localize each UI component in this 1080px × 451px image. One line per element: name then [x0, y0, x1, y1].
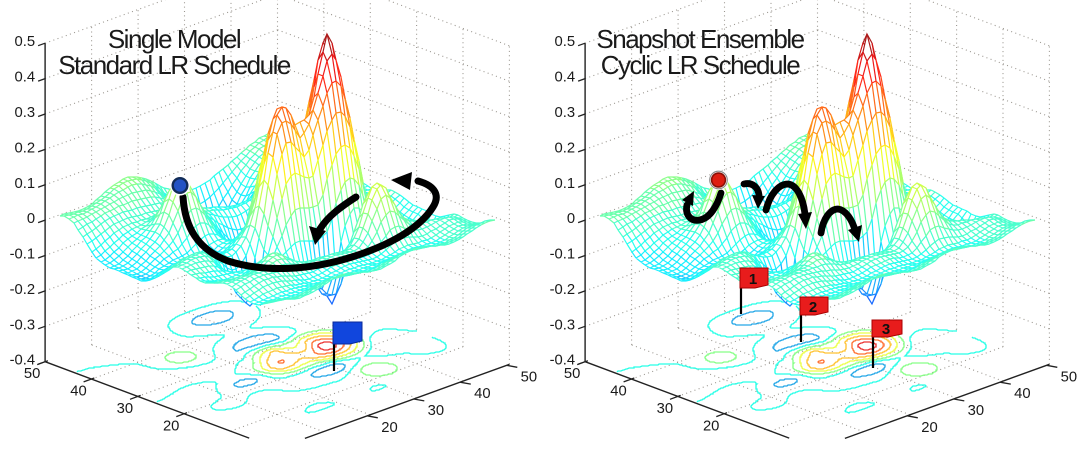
svg-text:Cyclic LR Schedule: Cyclic LR Schedule: [601, 50, 800, 80]
svg-text:50: 50: [564, 366, 580, 382]
svg-text:-0.3: -0.3: [10, 317, 36, 333]
svg-text:-0.4: -0.4: [550, 353, 576, 369]
svg-text:0.5: 0.5: [15, 34, 36, 50]
svg-text:-0.1: -0.1: [10, 247, 36, 263]
svg-text:30: 30: [117, 401, 133, 417]
svg-text:0.3: 0.3: [15, 105, 36, 121]
svg-text:0: 0: [27, 211, 35, 227]
svg-text:40: 40: [474, 386, 490, 402]
svg-text:2: 2: [809, 299, 817, 316]
svg-text:0.4: 0.4: [555, 70, 576, 86]
svg-text:-0.3: -0.3: [550, 317, 576, 333]
svg-text:3: 3: [882, 321, 890, 338]
svg-text:0.3: 0.3: [555, 105, 576, 121]
svg-text:-0.1: -0.1: [550, 247, 576, 263]
svg-text:0.1: 0.1: [15, 176, 36, 192]
svg-text:50: 50: [24, 366, 40, 382]
svg-text:-0.2: -0.2: [550, 282, 576, 298]
svg-text:20: 20: [381, 420, 397, 436]
svg-text:20: 20: [921, 420, 937, 436]
svg-text:20: 20: [703, 418, 719, 434]
svg-text:0: 0: [567, 211, 575, 227]
svg-text:0.5: 0.5: [555, 34, 576, 50]
svg-text:0.2: 0.2: [15, 140, 36, 156]
svg-text:Standard LR Schedule: Standard LR Schedule: [58, 50, 291, 80]
svg-text:20: 20: [163, 418, 179, 434]
svg-text:40: 40: [1014, 386, 1030, 402]
svg-text:30: 30: [428, 403, 444, 419]
svg-text:-0.2: -0.2: [10, 282, 36, 298]
svg-text:50: 50: [1061, 369, 1077, 385]
svg-text:0.1: 0.1: [555, 176, 576, 192]
svg-text:0.2: 0.2: [555, 140, 576, 156]
svg-text:40: 40: [70, 384, 86, 400]
svg-text:30: 30: [968, 403, 984, 419]
svg-text:40: 40: [610, 384, 626, 400]
svg-text:0.4: 0.4: [15, 70, 36, 86]
svg-text:50: 50: [521, 369, 537, 385]
svg-text:Snapshot Ensemble: Snapshot Ensemble: [596, 24, 804, 54]
svg-text:-0.4: -0.4: [10, 353, 36, 369]
svg-text:30: 30: [657, 401, 673, 417]
svg-text:1: 1: [749, 271, 757, 288]
svg-text:Single Model: Single Model: [108, 24, 241, 54]
